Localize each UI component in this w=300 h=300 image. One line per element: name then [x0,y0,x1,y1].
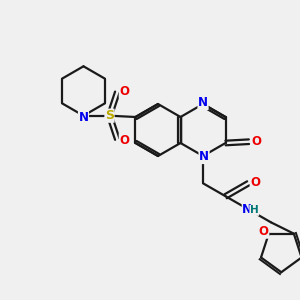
Text: S: S [105,109,114,122]
Text: O: O [259,225,269,238]
Text: N: N [198,97,208,110]
Text: O: O [119,85,129,98]
Text: O: O [251,135,261,148]
Text: H: H [250,205,259,215]
Text: N: N [199,151,209,164]
Text: N: N [242,203,252,216]
Text: N: N [79,111,88,124]
Text: O: O [250,176,260,189]
Text: O: O [119,134,129,147]
